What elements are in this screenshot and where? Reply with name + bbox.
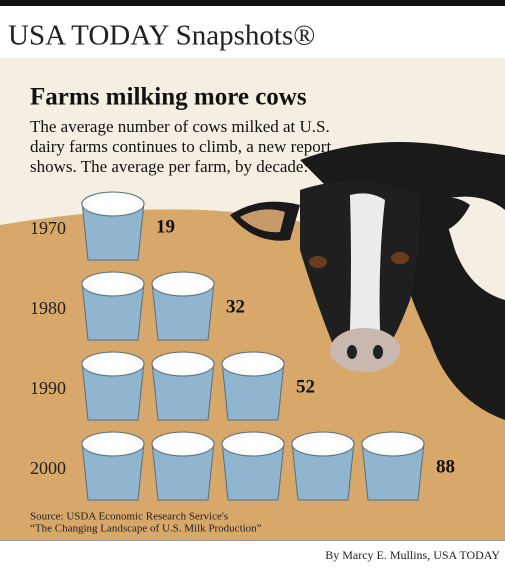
bucket-row	[81, 431, 425, 501]
milk-top	[159, 277, 207, 293]
milk-top	[89, 357, 137, 373]
bucket-row	[81, 271, 215, 341]
value-label: 52	[296, 376, 315, 397]
source: “The Changing Landscape of U.S. Milk Pro…	[30, 523, 262, 535]
subtitle: The average number of cows milked at U.S…	[30, 117, 330, 136]
source: Source: USDA Economic Research Service's	[30, 511, 228, 523]
milk-top	[89, 197, 137, 213]
bottom-rule	[0, 540, 505, 541]
milk-top	[299, 437, 347, 453]
value-label: 88	[436, 456, 455, 477]
category-label: 1970	[30, 218, 66, 238]
milk-top	[369, 437, 417, 453]
value-label: 32	[226, 296, 245, 317]
bucket-row	[81, 351, 285, 421]
milk-top	[89, 437, 137, 453]
credit: By Marcy E. Mullins, USA TODAY	[325, 548, 500, 562]
subtitle: dairy farms continues to climb, a new re…	[30, 137, 331, 156]
category-label: 2000	[30, 458, 66, 478]
milk-top	[229, 437, 277, 453]
milk-top	[89, 277, 137, 293]
subtitle: shows. The average per farm, by decade:	[30, 157, 308, 176]
milk-top	[229, 357, 277, 373]
category-label: 1980	[30, 298, 66, 318]
header: USA TODAY Snapshots®	[8, 20, 315, 52]
category-label: 1990	[30, 378, 66, 398]
milk-top	[159, 437, 207, 453]
value-label: 19	[156, 216, 175, 237]
cow	[230, 142, 505, 420]
top-rule	[0, 0, 505, 6]
milk-top	[159, 357, 207, 373]
chart-title: Farms milking more cows	[30, 84, 307, 111]
bucket-row	[81, 191, 145, 261]
